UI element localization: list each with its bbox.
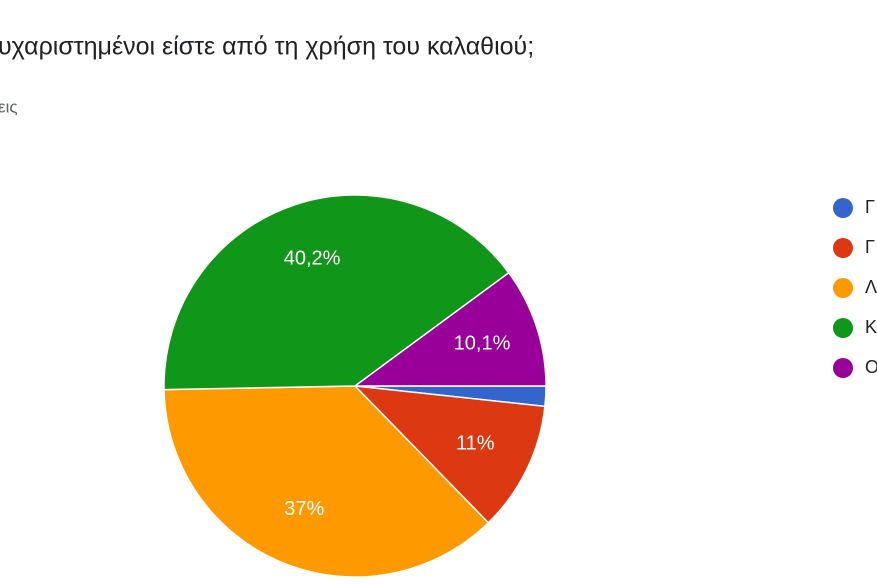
legend-swatch [833, 318, 853, 338]
legend-swatch [833, 278, 853, 298]
legend-label: Γ [865, 237, 875, 257]
legend-swatch [833, 198, 853, 218]
data-label: 10,1% [454, 333, 511, 355]
pie-slice [352, 271, 547, 387]
legend-label: Ο [865, 357, 877, 377]
pie-slice [163, 194, 510, 391]
pie-slice [353, 385, 546, 524]
data-label: 40,2% [284, 248, 341, 270]
data-label: 11% [456, 433, 495, 455]
data-label: 37% [284, 498, 324, 520]
legend-swatch [833, 358, 853, 378]
legend-label: Γ [865, 197, 875, 217]
legend-label: Λ [865, 277, 877, 297]
legend-swatch [833, 238, 853, 258]
chart-subtitle: εις [0, 97, 18, 116]
chart-title: υχαριστημένοι είστε από τη χρήση του καλ… [0, 33, 534, 61]
pie-slice [163, 385, 490, 578]
legend-label: Κ [865, 317, 877, 337]
